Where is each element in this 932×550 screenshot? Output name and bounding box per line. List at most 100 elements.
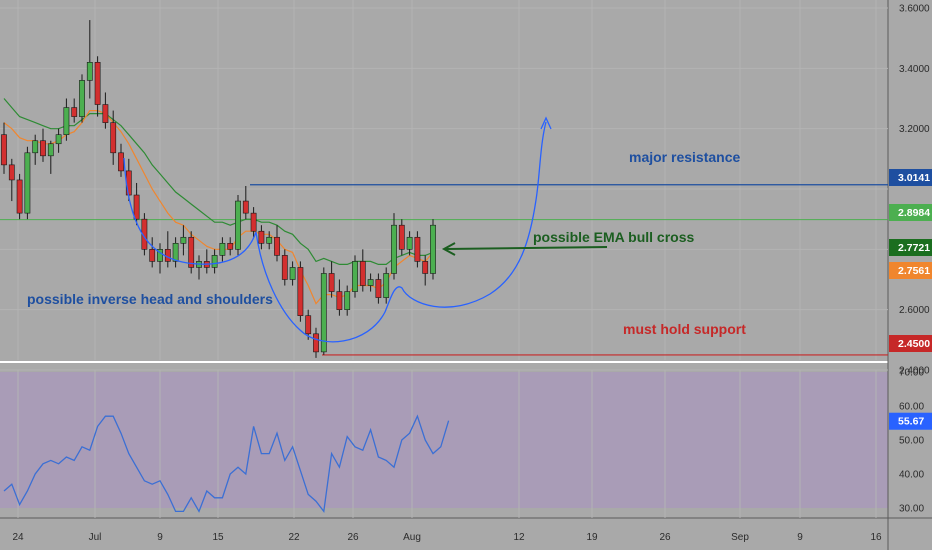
price-badge-label: 2.8984: [898, 207, 930, 219]
candle: [149, 237, 156, 268]
time-tick-label: 15: [212, 532, 224, 543]
candle: [8, 158, 15, 202]
candle-body: [211, 255, 218, 268]
time-tick-label: 16: [870, 532, 882, 543]
candle-body: [250, 212, 257, 232]
candle-body: [24, 152, 31, 214]
time-tick-label: 26: [659, 532, 671, 543]
candle-body: [235, 200, 241, 250]
candle: [1, 122, 7, 174]
time-tick-label: 12: [513, 532, 525, 543]
rsi-tick-label: 60.00: [899, 402, 924, 413]
candle-body: [71, 107, 78, 117]
time-tick-label: 26: [347, 532, 359, 543]
ema-cross-arrow[interactable]: [445, 246, 608, 250]
candle: [133, 182, 140, 226]
candle: [375, 273, 382, 304]
annotation-text: must hold support: [623, 321, 746, 337]
candle: [398, 219, 405, 256]
candle: [32, 134, 39, 165]
candle: [219, 237, 226, 262]
candle: [40, 128, 46, 162]
candle-body: [102, 104, 109, 123]
candle-body: [118, 152, 124, 172]
candle: [274, 225, 280, 262]
candle-body: [320, 273, 327, 353]
candle-body: [430, 224, 436, 274]
candle-body: [406, 236, 413, 250]
candle: [383, 267, 390, 304]
rsi-line: [3, 414, 450, 514]
candle-body: [305, 315, 312, 335]
candle-body: [8, 164, 15, 181]
candle-body: [242, 200, 249, 214]
candle-body: [367, 279, 374, 286]
candle-body: [79, 80, 85, 117]
candle: [250, 207, 257, 238]
price-tick-label: 2.6000: [899, 305, 930, 316]
candle: [414, 231, 421, 268]
projection-arrowhead: [540, 116, 552, 130]
pane-gap: [0, 360, 932, 370]
price-badge: [889, 335, 932, 352]
candle: [258, 225, 265, 250]
candle: [313, 327, 319, 358]
candle: [242, 185, 249, 220]
price-badge: [889, 204, 932, 221]
candle-body: [344, 291, 351, 310]
candle: [344, 285, 351, 316]
candle-body: [289, 267, 296, 280]
candle: [406, 231, 413, 256]
candle: [430, 219, 436, 280]
candle-body: [219, 243, 226, 256]
candle-body: [281, 255, 288, 280]
candle: [422, 255, 429, 286]
candle: [47, 140, 54, 174]
candle: [71, 98, 78, 123]
rsi-value-badge: [889, 412, 932, 430]
candle: [86, 20, 93, 99]
time-tick-label: Aug: [403, 532, 421, 543]
candle-body: [258, 230, 265, 244]
time-tick-label: 24: [12, 532, 24, 543]
candle: [297, 261, 304, 322]
ema-cross-arrowhead: [441, 242, 456, 256]
candle: [391, 213, 397, 280]
candle: [352, 255, 358, 298]
candle: [94, 56, 101, 117]
candle-body: [149, 249, 156, 262]
candle-body: [110, 122, 117, 154]
price-badge: [889, 169, 932, 186]
price-tick-label: 3.2000: [899, 124, 930, 135]
rsi-value-label: 55.67: [898, 416, 924, 428]
candle-body: [297, 267, 304, 316]
candle-body: [352, 261, 358, 292]
candle: [211, 249, 218, 274]
candle: [336, 279, 343, 316]
time-tick-label: 22: [288, 532, 300, 543]
candle: [110, 110, 117, 165]
candle-body: [336, 291, 343, 310]
time-tick-label: Jul: [89, 532, 102, 543]
rsi-tick-label: 30.00: [899, 504, 924, 515]
time-tick-label: Sep: [731, 532, 749, 543]
inverse-head-shoulders-curve[interactable]: [123, 121, 547, 343]
candle-body: [375, 279, 382, 298]
candle-body: [32, 140, 39, 154]
candle-body: [414, 236, 421, 262]
price-tick-label: 3.6000: [899, 4, 930, 15]
candle-body: [227, 243, 234, 250]
candle: [24, 146, 31, 220]
candle: [367, 273, 374, 292]
candle: [289, 261, 296, 286]
price-tick-label: 3.4000: [899, 64, 930, 75]
candle: [63, 98, 70, 141]
candle-body: [180, 236, 187, 244]
price-badge: [889, 239, 932, 256]
candle: [79, 74, 85, 123]
candle: [172, 237, 179, 268]
candle: [55, 128, 62, 153]
candle-body: [422, 261, 429, 274]
